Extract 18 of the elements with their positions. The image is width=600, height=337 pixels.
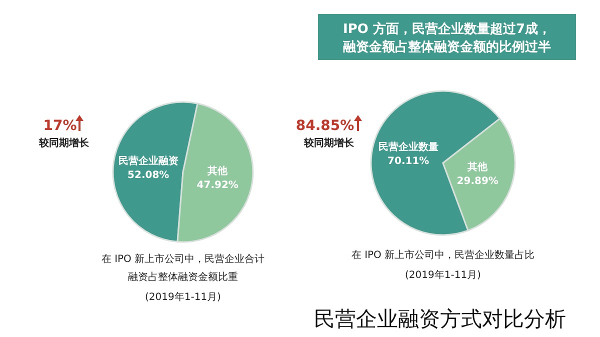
text: 84.85% bbox=[296, 118, 354, 134]
text: 民营企业融资方式对比分析 bbox=[314, 307, 566, 331]
slice-label: 民营企业融资 bbox=[118, 154, 178, 167]
slice-label: 其他 bbox=[466, 160, 489, 173]
text: 在 IPO 新上市公司中，民营企业合计融资占整体融资金额比重 bbox=[101, 253, 265, 283]
slice-label: 民营企业数量 bbox=[378, 141, 438, 154]
data-label: 70.11% bbox=[388, 156, 430, 168]
text: (2019年1-11月) bbox=[405, 269, 482, 281]
data-label: 29.89% bbox=[456, 176, 498, 187]
text: 17% bbox=[43, 118, 77, 134]
text: 在 IPO 新上市公司中，民营企业数量占比 bbox=[351, 249, 535, 261]
chart-title: IPO 方面，民营企业数量超过7成，融资金额占整体融资金额的比例过半 bbox=[343, 21, 551, 55]
text: (2019年1-11月) bbox=[145, 291, 222, 303]
data-label: 47.92% bbox=[196, 180, 238, 192]
text: 较同期增长 bbox=[303, 137, 355, 149]
data-label: 52.08% bbox=[128, 170, 170, 181]
text: 较同期增长 bbox=[38, 137, 90, 149]
slice-label: 其他 bbox=[206, 165, 229, 178]
